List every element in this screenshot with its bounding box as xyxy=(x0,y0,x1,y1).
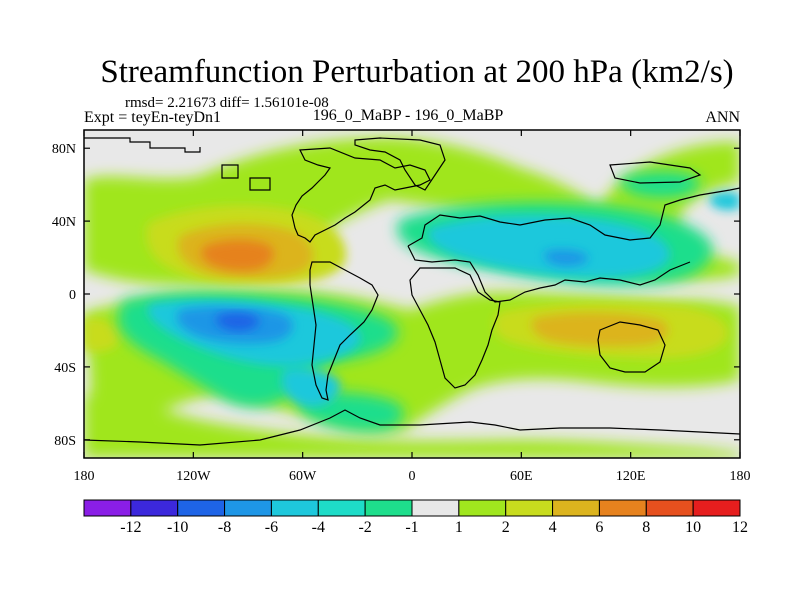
x-tick-label-5: 120E xyxy=(616,469,646,484)
chart-title: Streamfunction Perturbation at 200 hPa (… xyxy=(100,54,734,90)
region-neg-6-pacific xyxy=(215,312,260,331)
colorbar-label-3: -6 xyxy=(265,519,278,536)
colorbar-swatch-7 xyxy=(411,499,460,517)
region-neg-1-nw-atlantic xyxy=(619,171,701,198)
colorbar: -12 -10 -8 -6 -4 -2 -1 1 2 4 6 8 10 12 xyxy=(83,499,748,536)
colorbar-swatch-9 xyxy=(505,499,554,517)
coast-south-america xyxy=(309,261,379,401)
x-tick-label-3: 0 xyxy=(409,469,416,484)
colorbar-swatch-8 xyxy=(458,499,507,517)
rmsd-diff-stats: rmsd= 2.21673 diff= 1.56101e-08 xyxy=(125,95,329,111)
colorbar-swatch-0 xyxy=(83,499,132,517)
experiment-label: Expt = teyEn-teyDn1 xyxy=(84,109,221,126)
region-pos-1-far-south xyxy=(84,395,740,458)
colorbar-label-11: 8 xyxy=(642,519,650,536)
region-neg-2-asia xyxy=(428,215,670,278)
colorbar-label-9: 4 xyxy=(549,519,557,536)
season-label: ANN xyxy=(705,109,740,126)
region-pos-6-pacific xyxy=(201,240,274,271)
region-neg-2-samerica xyxy=(281,368,341,408)
contour-level-neg-6 xyxy=(215,312,260,331)
colorbar-label-1: -10 xyxy=(167,519,188,536)
colorbar-swatch-6 xyxy=(364,499,413,517)
region-neg-4-asia xyxy=(544,249,589,266)
colorbar-label-10: 6 xyxy=(595,519,603,536)
x-tick-label-0: 180 xyxy=(74,469,95,484)
colorbar-label-8: 2 xyxy=(502,519,510,536)
colorbar-label-0: -12 xyxy=(120,519,141,536)
y-tick-label-4: 80S xyxy=(54,434,76,449)
colorbar-label-6: -1 xyxy=(405,519,418,536)
y-tick-label-1: 40N xyxy=(52,215,76,230)
coastlines xyxy=(84,137,740,446)
coast-north-america xyxy=(84,137,431,243)
case-label: 196_0_MaBP - 196_0_MaBP xyxy=(312,107,504,124)
x-tick-label-6: 180 xyxy=(730,469,751,484)
colorbar-swatch-3 xyxy=(224,499,272,517)
coast-australia xyxy=(597,321,666,373)
colorbar-swatch-1 xyxy=(130,499,179,517)
colorbar-label-7: 1 xyxy=(455,519,463,536)
coast-africa xyxy=(409,267,501,389)
coast-eurasia xyxy=(407,187,740,303)
coast-greenland xyxy=(354,137,446,191)
colorbar-swatch-12 xyxy=(645,499,694,517)
colorbar-swatch-13 xyxy=(692,499,741,517)
region-pos-2-west-spac xyxy=(84,317,121,352)
coast-antarctica xyxy=(84,409,740,446)
colorbar-swatch-10 xyxy=(552,499,600,517)
coast-arctic-islands xyxy=(221,161,702,191)
colorbar-label-12: 10 xyxy=(685,519,701,536)
colorbar-swatch-5 xyxy=(317,499,366,517)
colorbar-label-4: -4 xyxy=(312,519,325,536)
y-tick-label-3: 40S xyxy=(54,361,76,376)
x-tick-label-2: 60W xyxy=(289,469,317,484)
colorbar-swatch-2 xyxy=(177,499,226,517)
colorbar-label-2: -8 xyxy=(218,519,231,536)
x-tick-label-4: 60E xyxy=(510,469,533,484)
axis-ticks: 180 120W 60W 0 60E 120E 180 80N 40N 0 40S 80S xyxy=(52,130,751,484)
colorbar-label-13: 12 xyxy=(732,519,748,536)
x-tick-label-1: 120W xyxy=(176,469,211,484)
colorbar-swatch-11 xyxy=(598,499,647,517)
colorbar-label-5: -2 xyxy=(358,519,371,536)
region-neg-2-east-asia xyxy=(709,192,740,211)
y-tick-label-2: 0 xyxy=(69,288,76,303)
y-tick-label-0: 80N xyxy=(52,142,76,157)
colorbar-swatch-4 xyxy=(270,499,319,517)
contour-level-6 xyxy=(201,240,274,271)
